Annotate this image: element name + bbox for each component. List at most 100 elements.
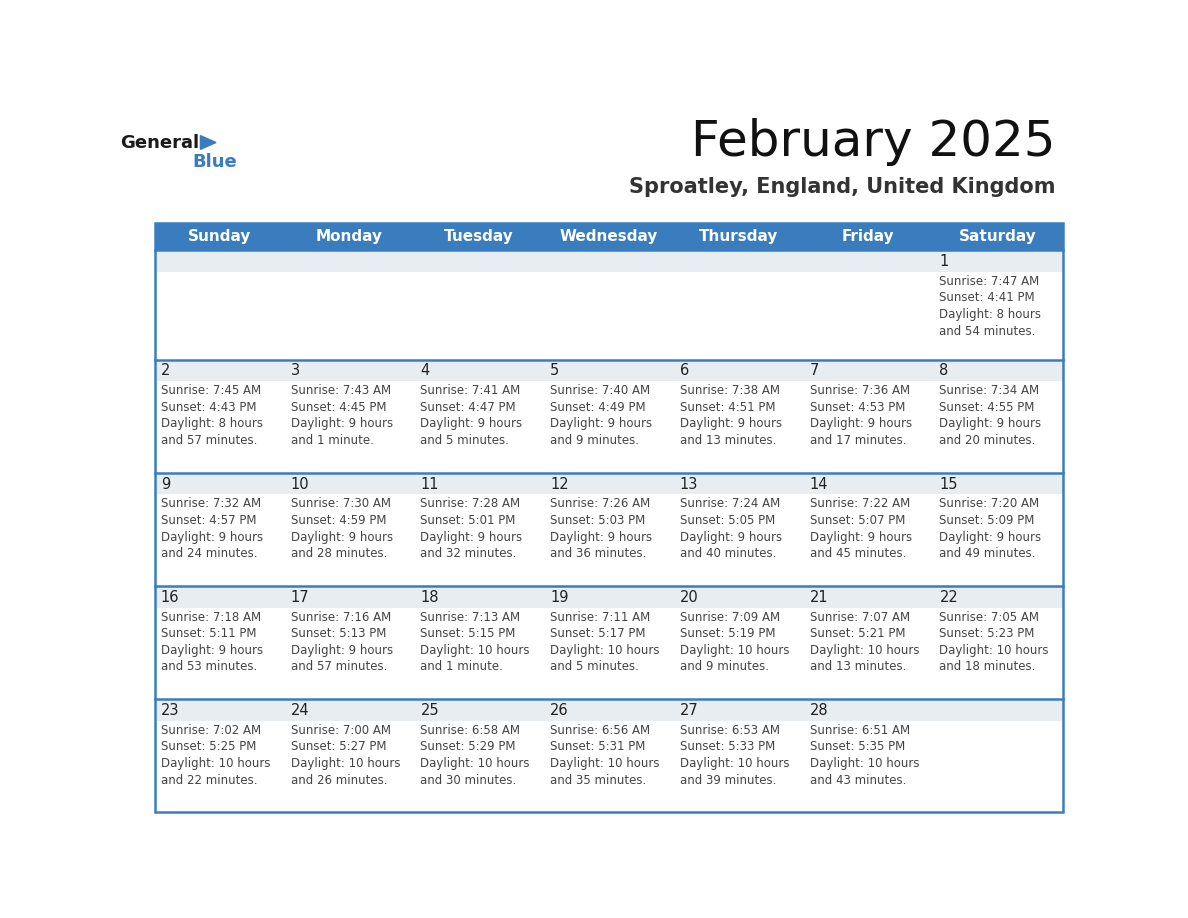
Bar [934,473,1063,586]
Text: and 49 minutes.: and 49 minutes. [940,547,1036,560]
Text: 16: 16 [160,590,179,605]
Bar [544,360,674,473]
Text: February 2025: February 2025 [690,118,1055,166]
Text: Sunrise: 7:43 AM: Sunrise: 7:43 AM [291,385,391,397]
Text: Sunset: 5:05 PM: Sunset: 5:05 PM [680,514,776,527]
Text: 13: 13 [680,476,699,492]
Bar [544,381,674,473]
Text: and 35 minutes.: and 35 minutes. [550,774,646,787]
Text: and 20 minutes.: and 20 minutes. [940,434,1036,447]
Text: 20: 20 [680,590,699,605]
Text: Monday: Monday [316,230,383,244]
Bar [284,473,415,586]
Text: Sunrise: 6:51 AM: Sunrise: 6:51 AM [810,724,910,737]
Text: Daylight: 10 hours: Daylight: 10 hours [160,757,271,770]
Text: Sunrise: 7:16 AM: Sunrise: 7:16 AM [291,610,391,623]
Text: Daylight: 10 hours: Daylight: 10 hours [680,757,790,770]
Bar [674,251,803,360]
Text: Sunrise: 7:40 AM: Sunrise: 7:40 AM [550,385,650,397]
Bar [154,608,284,700]
Text: Sunset: 5:33 PM: Sunset: 5:33 PM [680,741,776,754]
Bar [284,272,415,360]
Text: 28: 28 [810,703,828,718]
Text: Sunset: 5:19 PM: Sunset: 5:19 PM [680,627,776,640]
Text: Sunrise: 7:18 AM: Sunrise: 7:18 AM [160,610,261,623]
Text: Sunrise: 7:41 AM: Sunrise: 7:41 AM [421,385,520,397]
Text: Sunrise: 7:26 AM: Sunrise: 7:26 AM [550,498,650,510]
Text: Daylight: 10 hours: Daylight: 10 hours [291,757,400,770]
Text: Sunrise: 7:11 AM: Sunrise: 7:11 AM [550,610,650,623]
Text: Sunrise: 7:05 AM: Sunrise: 7:05 AM [940,610,1040,623]
Text: Sunset: 5:27 PM: Sunset: 5:27 PM [291,741,386,754]
Text: and 28 minutes.: and 28 minutes. [291,547,387,560]
Polygon shape [201,136,216,150]
Text: Sunrise: 7:34 AM: Sunrise: 7:34 AM [940,385,1040,397]
Bar [934,495,1063,586]
Text: Sunrise: 7:38 AM: Sunrise: 7:38 AM [680,385,781,397]
Text: Daylight: 9 hours: Daylight: 9 hours [680,531,782,543]
Text: Sunrise: 7:45 AM: Sunrise: 7:45 AM [160,385,261,397]
Bar [284,495,415,586]
Text: 27: 27 [680,703,699,718]
Text: and 13 minutes.: and 13 minutes. [680,434,776,447]
Text: and 45 minutes.: and 45 minutes. [810,547,906,560]
Bar [803,495,934,586]
Text: Daylight: 9 hours: Daylight: 9 hours [421,418,523,431]
Bar [415,381,544,473]
Text: 18: 18 [421,590,438,605]
Text: Sunset: 5:21 PM: Sunset: 5:21 PM [810,627,905,640]
Text: and 17 minutes.: and 17 minutes. [810,434,906,447]
Text: Daylight: 10 hours: Daylight: 10 hours [421,757,530,770]
Bar [154,586,284,700]
Text: Daylight: 9 hours: Daylight: 9 hours [810,418,912,431]
Text: Sunset: 4:47 PM: Sunset: 4:47 PM [421,401,516,414]
Text: 26: 26 [550,703,569,718]
Bar [154,272,284,360]
Text: Daylight: 9 hours: Daylight: 9 hours [550,531,652,543]
Text: Daylight: 9 hours: Daylight: 9 hours [421,531,523,543]
Bar [415,251,544,360]
Bar [934,272,1063,360]
Text: 19: 19 [550,590,569,605]
Text: Daylight: 10 hours: Daylight: 10 hours [421,644,530,656]
Text: 3: 3 [291,364,299,378]
Text: Daylight: 8 hours: Daylight: 8 hours [160,418,263,431]
Text: Saturday: Saturday [959,230,1037,244]
Text: Sunrise: 7:32 AM: Sunrise: 7:32 AM [160,498,261,510]
Bar [415,495,544,586]
Bar [154,700,284,812]
Bar [803,381,934,473]
Text: Sunset: 4:51 PM: Sunset: 4:51 PM [680,401,776,414]
Text: Sunrise: 7:07 AM: Sunrise: 7:07 AM [810,610,910,623]
Text: Daylight: 8 hours: Daylight: 8 hours [940,308,1042,321]
Text: Daylight: 9 hours: Daylight: 9 hours [680,418,782,431]
Text: Daylight: 9 hours: Daylight: 9 hours [291,418,393,431]
Text: Daylight: 9 hours: Daylight: 9 hours [291,644,393,656]
Bar [154,223,1063,812]
Bar [934,721,1063,812]
Bar [415,721,544,812]
Text: and 26 minutes.: and 26 minutes. [291,774,387,787]
Text: Daylight: 10 hours: Daylight: 10 hours [550,644,659,656]
Text: Sunset: 5:29 PM: Sunset: 5:29 PM [421,741,516,754]
Text: Sunrise: 7:02 AM: Sunrise: 7:02 AM [160,724,261,737]
Bar [415,608,544,700]
Bar [415,700,544,812]
Text: Sunset: 5:03 PM: Sunset: 5:03 PM [550,514,645,527]
Text: Sunset: 4:55 PM: Sunset: 4:55 PM [940,401,1035,414]
Text: and 54 minutes.: and 54 minutes. [940,325,1036,338]
Text: Thursday: Thursday [699,230,778,244]
Text: Daylight: 10 hours: Daylight: 10 hours [810,644,920,656]
Text: Daylight: 10 hours: Daylight: 10 hours [680,644,790,656]
Text: Sunrise: 7:09 AM: Sunrise: 7:09 AM [680,610,781,623]
Text: and 13 minutes.: and 13 minutes. [810,660,906,673]
Text: and 1 minute.: and 1 minute. [291,434,373,447]
Text: Sunset: 5:17 PM: Sunset: 5:17 PM [550,627,645,640]
Text: Sunset: 5:35 PM: Sunset: 5:35 PM [810,741,905,754]
Bar [674,360,803,473]
Text: Daylight: 10 hours: Daylight: 10 hours [550,757,659,770]
Text: Daylight: 10 hours: Daylight: 10 hours [940,644,1049,656]
Bar [803,586,934,700]
Bar [803,721,934,812]
Bar [154,473,284,586]
